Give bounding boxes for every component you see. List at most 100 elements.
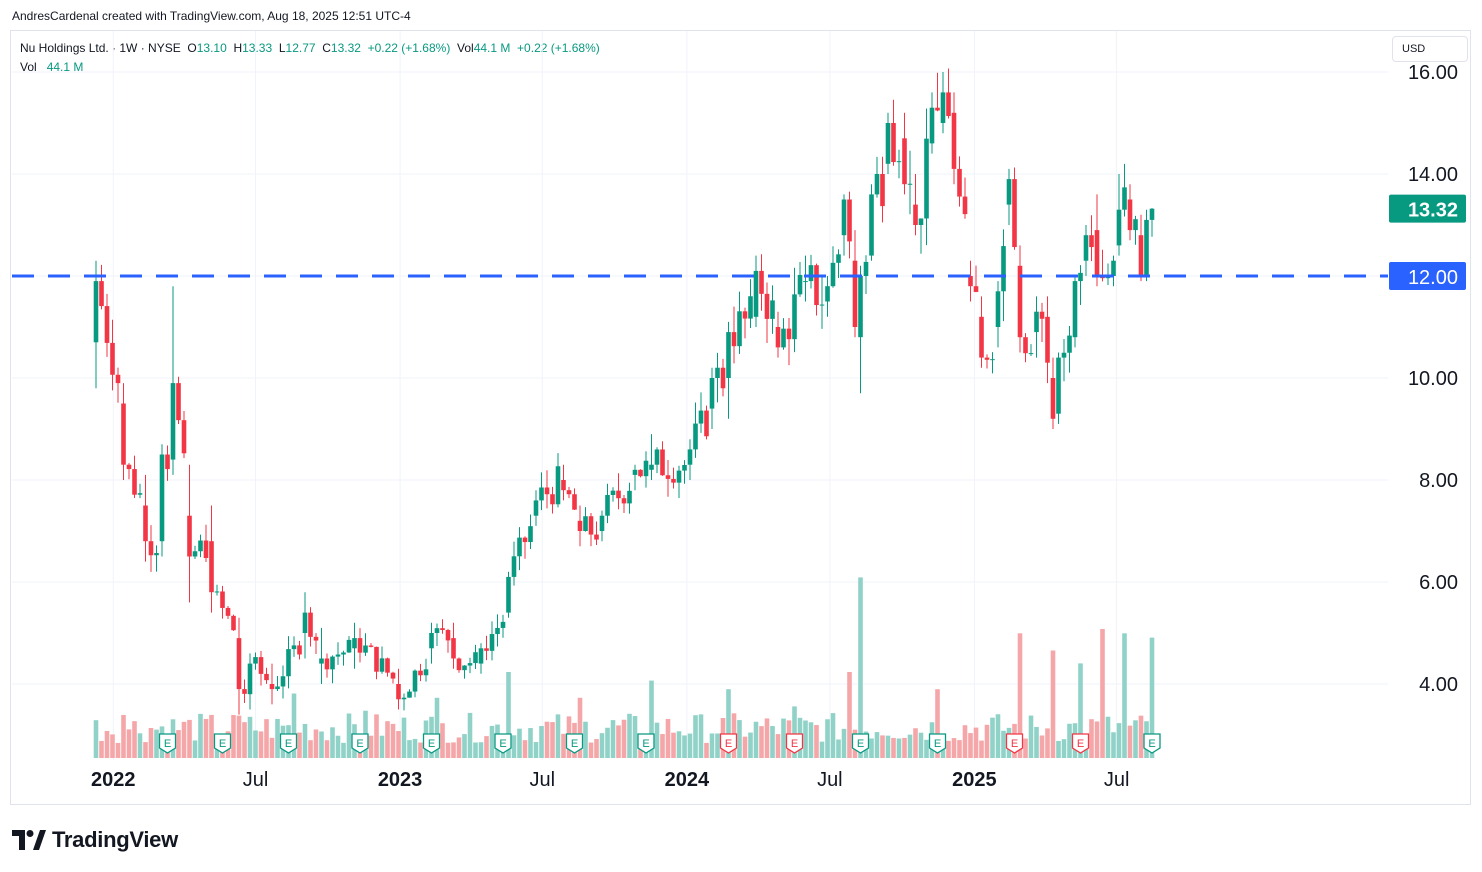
volume-bar [671,732,676,758]
candle-body [269,684,275,690]
last-price-label: 13.32 [1408,200,1458,222]
candle-body [159,454,165,542]
earnings-marker: E [1071,733,1090,754]
volume-bar [473,742,478,758]
earnings-label: E [934,738,941,750]
candle-body [319,658,324,664]
volume-bar [484,736,489,758]
volume-bar [984,724,990,758]
candle-body [390,672,396,679]
volume-bar [374,714,379,758]
volume-bar [1116,723,1122,758]
candle-body [665,475,671,479]
volume-bar [308,740,313,758]
volume-bar [1078,663,1083,758]
volume-bar [1094,721,1100,758]
candle-body [819,304,825,306]
earnings-marker: E [494,733,512,754]
volume-bar [1045,728,1050,758]
candle-body [973,286,979,292]
open-label: O [187,41,197,55]
volume-bar [93,720,99,758]
volume-bar [1133,720,1138,758]
candle-body [203,540,209,559]
earnings-label: E [164,738,171,750]
earnings-badge [565,733,584,754]
candle-body [484,648,489,651]
volume-bar [539,725,544,758]
volume-bar [451,742,456,758]
volume-bar [1138,715,1144,758]
candle-body [627,490,632,504]
candle-body [451,638,456,659]
volume-bar [258,731,264,758]
candle-body [748,296,753,319]
candle-body [935,107,940,111]
volume-bar [533,742,539,758]
earnings-badge [719,733,738,754]
candle-body [852,260,858,327]
volume-bar [407,740,412,758]
time-tick-label: Jul [1104,769,1130,791]
volume-bar [814,725,819,758]
earnings-label: E [857,738,864,750]
volume-bar [583,721,588,758]
candle-body [1072,281,1078,338]
volume-bar [1017,633,1023,758]
volume-bars [93,577,1155,758]
candle-body [511,556,517,577]
candle-body [962,196,968,215]
volume-bar [247,716,253,758]
volume-bar [588,742,594,758]
volume-bar [896,738,902,758]
volume-bar [1061,739,1067,758]
candle-body [1089,235,1094,248]
candle-body [632,469,638,475]
time-tick-label: 2024 [665,769,710,791]
volume-bar [522,740,528,758]
volume-bar [297,732,302,758]
candle-body [225,607,231,616]
candle-body [1067,335,1072,353]
earnings-badge [785,733,804,754]
volume-bar [253,730,258,758]
volume-bar [396,731,401,758]
volume-bar [891,737,896,758]
candle-body [1039,311,1045,319]
tradingview-logo[interactable]: TradingView [12,826,178,854]
volume-indicator-label[interactable]: Vol [20,60,37,74]
vol-label: Vol [457,41,474,55]
candle-body [682,465,687,471]
brand-name: TradingView [52,827,178,852]
volume-bar [517,728,522,758]
candle-body [1012,179,1017,248]
symbol-name[interactable]: Nu Holdings Ltd. · 1W · NYSE [20,41,181,55]
candle-body [605,494,610,516]
candle-body [759,270,764,294]
volume-bar [401,717,407,758]
earnings-marker: E [213,733,232,754]
volume-bar [693,715,698,758]
candle-body [874,174,880,195]
candle-body [412,670,418,692]
candle-body [137,493,143,495]
currency-button[interactable]: USD [1392,36,1468,62]
candle-body [913,204,918,225]
candle-body [104,306,110,343]
volume-bar [874,732,880,758]
candle-body [1050,378,1056,419]
price-tick-label: 10.00 [1408,368,1458,390]
volume-bar [748,732,753,758]
candle-body [676,470,682,483]
volume-bar [203,718,209,758]
earnings-label: E [428,738,435,750]
time-tick-label: 2022 [91,769,136,791]
earnings-marker: E [422,733,441,754]
candle-body [220,591,225,608]
candle-body [110,342,115,375]
candle-body [313,636,319,641]
time-tick-label: Jul [817,769,843,791]
volume-bar [935,689,940,758]
candle-body [258,657,264,674]
